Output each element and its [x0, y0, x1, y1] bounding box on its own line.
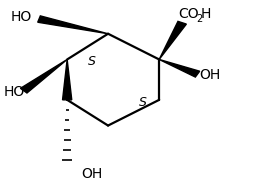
- Text: S: S: [87, 55, 95, 68]
- Text: HO: HO: [3, 85, 24, 99]
- Polygon shape: [21, 59, 67, 93]
- Text: S: S: [139, 96, 146, 109]
- Text: 2: 2: [196, 14, 203, 24]
- Polygon shape: [159, 21, 186, 59]
- Text: OH: OH: [81, 167, 102, 181]
- Text: HO: HO: [11, 10, 32, 24]
- Text: H: H: [200, 7, 211, 21]
- Polygon shape: [38, 16, 108, 34]
- Text: OH: OH: [199, 68, 220, 82]
- Polygon shape: [159, 59, 200, 77]
- Polygon shape: [62, 59, 72, 100]
- Text: CO: CO: [178, 7, 199, 21]
